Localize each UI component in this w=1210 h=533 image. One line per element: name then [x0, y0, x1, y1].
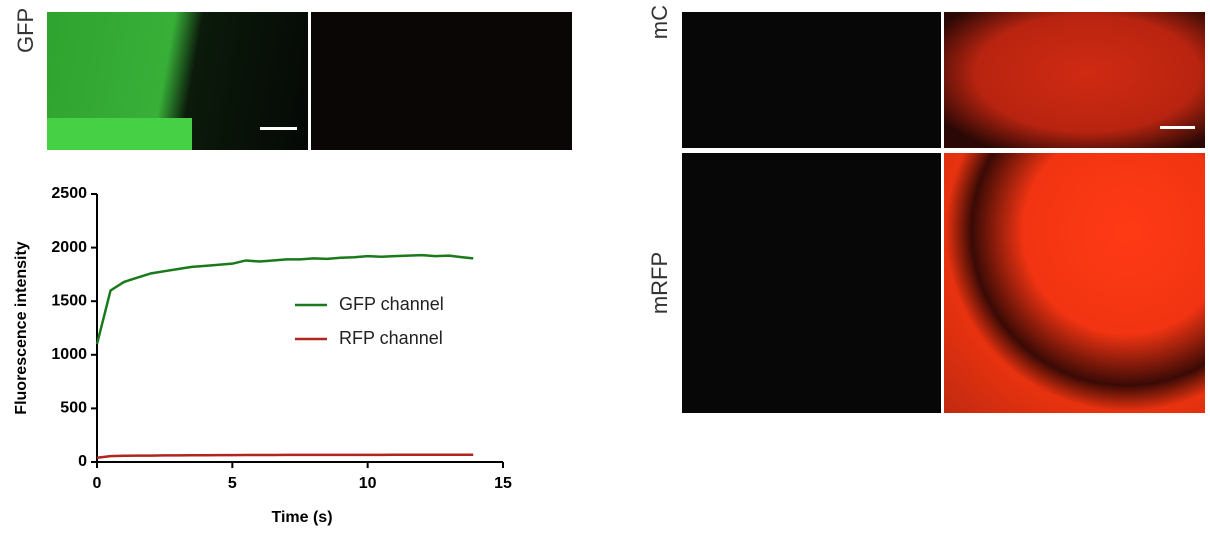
legend-label: GFP channel: [339, 294, 444, 314]
row-label: mC: [647, 5, 672, 40]
x-tick-label: 0: [93, 475, 102, 492]
x-tick-label: 5: [228, 475, 237, 492]
legend-label: RFP channel: [339, 328, 443, 348]
series-line: [95, 253, 474, 345]
y-tick-label: 0: [78, 453, 87, 470]
right-label-clip: mC: [640, 0, 680, 45]
x-tick-label: 15: [494, 475, 512, 492]
x-axis-title: Time (s): [271, 509, 332, 526]
x-tick-label: 10: [359, 475, 377, 492]
chart: Fluorescence intensity Time (s) 0 500 1000…: [13, 185, 512, 526]
image: [682, 153, 941, 413]
series-line: [96, 453, 474, 459]
image: [944, 12, 1205, 148]
y-axis-title: Fluorescence intensity: [13, 241, 30, 414]
image: [682, 12, 941, 148]
y-tick-label: 1500: [51, 292, 87, 309]
row-label: mRFP: [647, 251, 672, 315]
scale-bar: [1160, 126, 1195, 129]
y-tick-label: 2500: [51, 185, 87, 202]
y-tick-label: 500: [60, 400, 87, 417]
y-tick-label: 2000: [51, 239, 87, 256]
scale-bar: [260, 127, 297, 130]
image: [944, 153, 1205, 413]
rfp-image: [311, 12, 572, 150]
y-tick-label: 1000: [51, 346, 87, 363]
gfp-image-lower: [47, 118, 192, 150]
